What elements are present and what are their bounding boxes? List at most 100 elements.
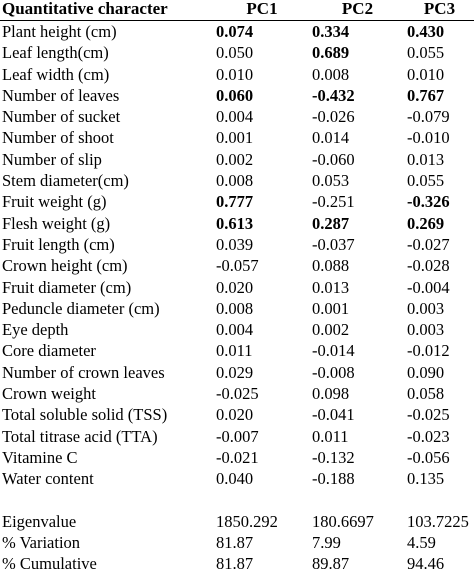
summary-pc2-value: 180.6697 — [310, 511, 405, 532]
summary-pc3-value: 103.7225 — [405, 511, 474, 532]
row-label: Core diameter — [0, 340, 214, 361]
header-row: Quantitative character PC1 PC2 PC3 — [0, 0, 474, 21]
pc3-value: -0.004 — [405, 277, 474, 298]
header-pc3: PC3 — [405, 0, 474, 21]
summary-label: % Cumulative — [0, 553, 214, 574]
pc3-value: 0.135 — [405, 468, 474, 489]
row-label: Vitamine C — [0, 447, 214, 468]
pc3-value: -0.028 — [405, 255, 474, 276]
row-label: Fruit length (cm) — [0, 234, 214, 255]
pc1-value: 0.010 — [214, 64, 310, 85]
pc1-value: 0.060 — [214, 85, 310, 106]
row-label: Crown height (cm) — [0, 255, 214, 276]
row-label: Total soluble solid (TSS) — [0, 404, 214, 425]
row-label: Number of sucket — [0, 106, 214, 127]
pc2-value: 0.002 — [310, 319, 405, 340]
pc1-value: 0.777 — [214, 191, 310, 212]
pc3-value: -0.079 — [405, 106, 474, 127]
table-row: Fruit weight (g)0.777-0.251-0.326 — [0, 191, 474, 212]
pc3-value: -0.326 — [405, 191, 474, 212]
table-row: Fruit length (cm)0.039-0.037-0.027 — [0, 234, 474, 255]
pc1-value: -0.007 — [214, 426, 310, 447]
summary-pc1-value: 1850.292 — [214, 511, 310, 532]
summary-pc2-value: 7.99 — [310, 532, 405, 553]
pc2-value: -0.060 — [310, 149, 405, 170]
pc3-value: 0.003 — [405, 319, 474, 340]
pc2-value: 0.014 — [310, 127, 405, 148]
row-label: Leaf length(cm) — [0, 42, 214, 63]
pc1-value: 0.008 — [214, 170, 310, 191]
row-label: Eye depth — [0, 319, 214, 340]
row-label: Number of leaves — [0, 85, 214, 106]
pc1-value: 0.039 — [214, 234, 310, 255]
row-label: Fruit weight (g) — [0, 191, 214, 212]
pc2-value: -0.014 — [310, 340, 405, 361]
pc2-value: 0.287 — [310, 213, 405, 234]
pc1-value: -0.025 — [214, 383, 310, 404]
pc1-value: 0.040 — [214, 468, 310, 489]
row-label: Peduncle diameter (cm) — [0, 298, 214, 319]
pc1-value: 0.613 — [214, 213, 310, 234]
pc2-value: -0.037 — [310, 234, 405, 255]
summary-pc3-value: 94.46 — [405, 553, 474, 574]
pc2-value: -0.432 — [310, 85, 405, 106]
pc1-value: 0.004 — [214, 319, 310, 340]
pc1-value: 0.020 — [214, 277, 310, 298]
pc2-value: -0.251 — [310, 191, 405, 212]
summary-pc3-value: 4.59 — [405, 532, 474, 553]
pc3-value: 0.013 — [405, 149, 474, 170]
pc1-value: 0.001 — [214, 127, 310, 148]
pc2-value: -0.132 — [310, 447, 405, 468]
summary-pc2-value: 89.87 — [310, 553, 405, 574]
pc3-value: -0.025 — [405, 404, 474, 425]
pc3-value: -0.010 — [405, 127, 474, 148]
pc2-value: 0.334 — [310, 21, 405, 43]
spacer-cell — [405, 490, 474, 511]
row-label: Flesh weight (g) — [0, 213, 214, 234]
pc3-value: 0.010 — [405, 64, 474, 85]
pc1-value: 0.002 — [214, 149, 310, 170]
header-pc2: PC2 — [310, 0, 405, 21]
row-label: Total titrase acid (TTA) — [0, 426, 214, 447]
table-row: Vitamine C-0.021-0.132-0.056 — [0, 447, 474, 468]
row-label: Water content — [0, 468, 214, 489]
pc2-value: 0.088 — [310, 255, 405, 276]
header-quantitative-character: Quantitative character — [0, 0, 214, 21]
pc3-value: -0.012 — [405, 340, 474, 361]
summary-pc1-value: 81.87 — [214, 532, 310, 553]
pc3-value: 0.767 — [405, 85, 474, 106]
pc2-value: -0.041 — [310, 404, 405, 425]
pc2-value: 0.013 — [310, 277, 405, 298]
pc3-value: 0.090 — [405, 362, 474, 383]
header-pc1: PC1 — [214, 0, 310, 21]
pc2-value: -0.188 — [310, 468, 405, 489]
pc2-value: 0.098 — [310, 383, 405, 404]
pc1-value: 0.004 — [214, 106, 310, 127]
pc3-value: -0.023 — [405, 426, 474, 447]
row-label: Number of shoot — [0, 127, 214, 148]
summary-pc1-value: 81.87 — [214, 553, 310, 574]
pc1-value: 0.074 — [214, 21, 310, 43]
pc1-value: 0.029 — [214, 362, 310, 383]
row-label: Number of crown leaves — [0, 362, 214, 383]
pc2-value: 0.689 — [310, 42, 405, 63]
pc2-value: -0.026 — [310, 106, 405, 127]
spacer-cell — [310, 490, 405, 511]
summary-label: Eigenvalue — [0, 511, 214, 532]
table-row: Total soluble solid (TSS)0.020-0.041-0.0… — [0, 404, 474, 425]
row-label: Stem diameter(cm) — [0, 170, 214, 191]
pc3-value: 0.430 — [405, 21, 474, 43]
